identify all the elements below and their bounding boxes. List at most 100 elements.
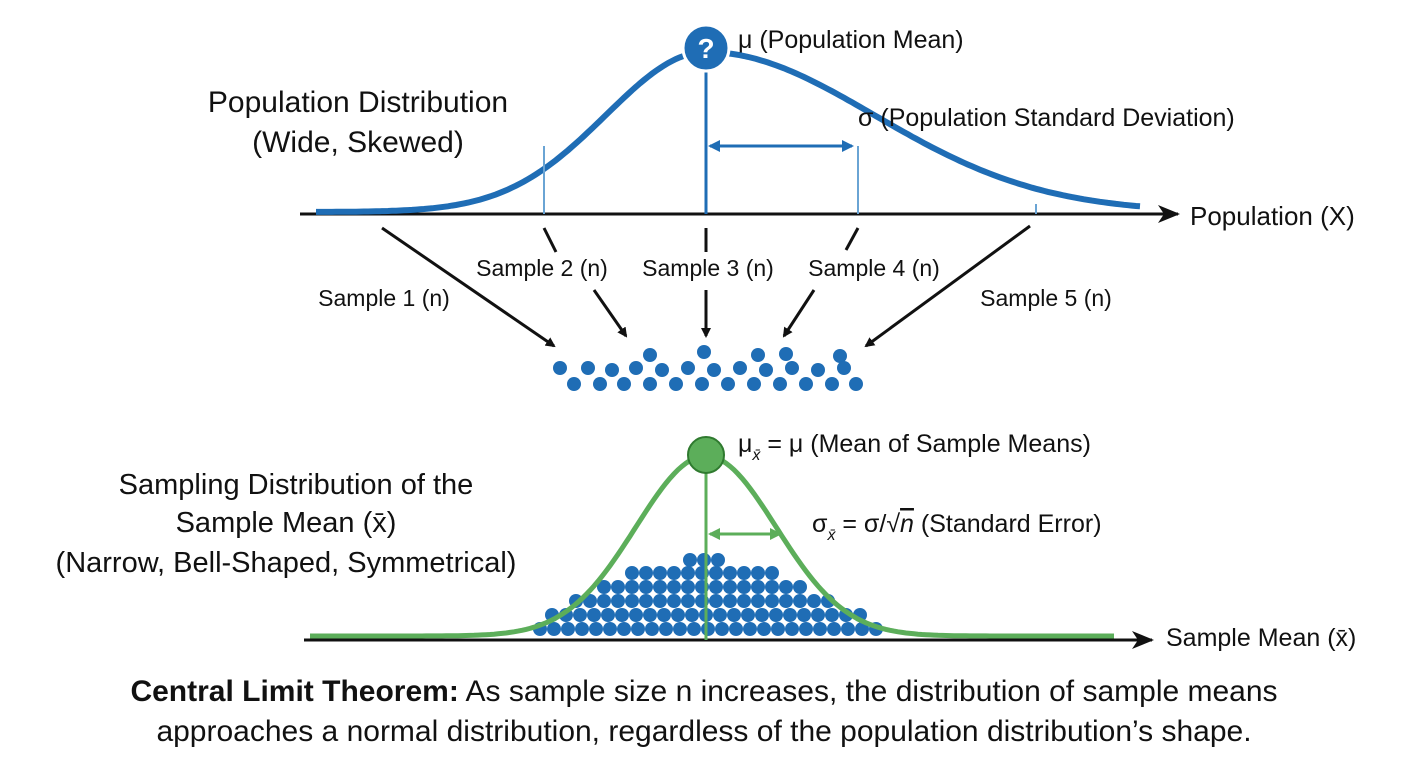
sample-mean-dot [653,566,667,580]
sampling-distribution-dots [533,553,883,636]
sample-mean-dot [765,566,779,580]
sample-mean-dot [667,566,681,580]
sample-mean-dot [645,622,659,636]
sample-mean-dot [755,608,769,622]
sample-mean-dot [629,608,643,622]
sampling-mean-marker [687,436,725,474]
sample-means-dots [553,345,863,391]
sample-mean-dot [785,622,799,636]
population-title-line1: Population Distribution [208,86,508,119]
sample-mean-dot [681,580,695,594]
sampling-title-line3: (Narrow, Bell-Shaped, Symmetrical) [56,547,517,579]
sample-mean-dot [681,594,695,608]
sample-mean-dot [687,622,701,636]
sample-mean-dot [747,377,761,391]
sample-3-label: Sample 3 (n) [642,255,774,281]
sample-mean-dot [737,566,751,580]
sample-mean-dot [631,622,645,636]
sample-mean-dot [849,377,863,391]
sample-mean-dot [697,553,711,567]
population-sd-label: σ (Population Standard Deviation) [858,104,1235,132]
sample-mean-dot [701,622,715,636]
sample-mean-dot [603,622,617,636]
sample-mean-dot [771,622,785,636]
sample-mean-dot [729,622,743,636]
sample-mean-dot [685,608,699,622]
sample-mean-dot [601,608,615,622]
sample-4-label: Sample 4 (n) [808,255,940,281]
sample-mean-dot [727,608,741,622]
sample-mean-dot [811,363,825,377]
population-axis-label: Population (X) [1190,201,1355,231]
sample-mean-dot [653,580,667,594]
sample-mean-dot [547,622,561,636]
sample-mean-dot [841,622,855,636]
sample-mean-dot [751,566,765,580]
sample-mean-dot [655,363,669,377]
sample-mean-dot [769,608,783,622]
caption-bold: Central Limit Theorem: [130,675,459,708]
sample-mean-dot [639,594,653,608]
sample-mean-dot [581,361,595,375]
sample-mean-dot [625,566,639,580]
sample-mean-dot [751,594,765,608]
sample-1-label: Sample 1 (n) [318,285,450,311]
sample-mean-dot [629,361,643,375]
sample-mean-dot [611,580,625,594]
population-mean-marker [681,23,731,73]
sample-mean-dot [751,348,765,362]
sampling-axis-label: Sample Mean (x̄) [1166,624,1356,652]
sample-5-arrow [864,224,1031,348]
sample-mean-dot [743,622,757,636]
sample-mean-dot [733,361,747,375]
sample-mean-dot [707,363,721,377]
sample-mean-dot [683,553,697,567]
sample-mean-dot [653,594,667,608]
sample-mean-dot [643,348,657,362]
sampling-se-label: σx̄ = σ/√n (Standard Error) [812,510,1102,544]
sampling-mean-label: μx̄ = μ (Mean of Sample Means) [738,430,1091,464]
sample-mean-dot [855,622,869,636]
sample-4-arrow [782,289,816,338]
sample-mean-dot [723,580,737,594]
sample-mean-dot [643,377,657,391]
sample-mean-dot [671,608,685,622]
sample-mean-dot [793,580,807,594]
sample-mean-dot [593,377,607,391]
sample-mean-dot [759,363,773,377]
sample-mean-dot [723,594,737,608]
sample-mean-dot [807,594,821,608]
sample-2-arrow [592,289,628,338]
sample-mean-dot [605,363,619,377]
sample-mean-dot [625,594,639,608]
sample-mean-dot [667,580,681,594]
sample-mean-dot [673,622,687,636]
sampling-title-line1: Sampling Distribution of the [119,469,474,501]
sample-mean-dot [825,608,839,622]
sample-mean-dot [723,566,737,580]
sample-mean-dot [639,580,653,594]
sample-mean-dot [709,566,723,580]
sample-mean-dot [779,594,793,608]
sample-mean-dot [811,608,825,622]
sample-mean-dot [779,347,793,361]
caption-line1-text: As sample size n increases, the distribu… [458,675,1278,708]
sample-mean-dot [561,622,575,636]
sample-mean-dot [589,622,603,636]
sample-mean-dot [643,608,657,622]
sampling-title-line2: Sample Mean (x̄) [176,507,397,539]
sample-mean-dot [737,594,751,608]
sample-mean-dot [825,377,839,391]
sample-mean-dot [567,377,581,391]
sample-mean-dot [765,594,779,608]
sample-mean-dot [713,608,727,622]
sample-1-arrow [381,226,556,348]
sample-mean-dot [773,377,787,391]
sample-mean-dot [751,580,765,594]
caption-line1: Central Limit Theorem: As sample size n … [0,672,1408,712]
sample-mean-dot [799,622,813,636]
sample-mean-dot [617,377,631,391]
sample-mean-dot [659,622,673,636]
sample-mean-dot [667,594,681,608]
